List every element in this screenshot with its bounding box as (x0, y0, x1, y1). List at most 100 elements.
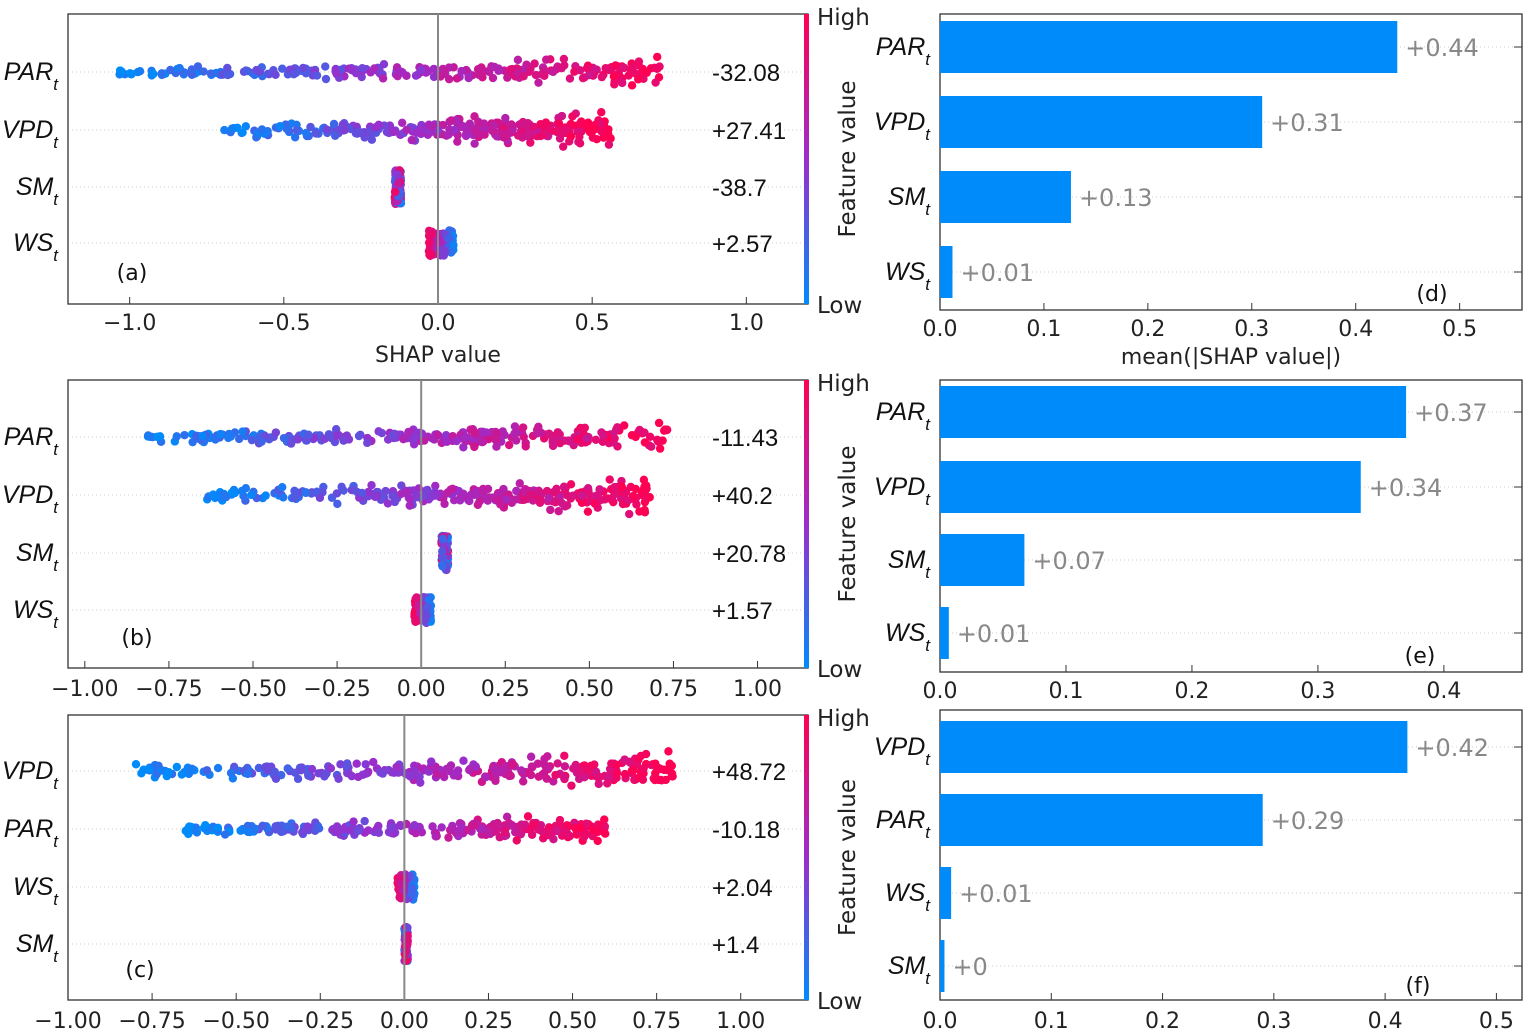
panel-c: −1.00 −0.75 −0.50 −0.25 0.00 0.25 0.50 0.75 1.00… (2, 706, 870, 1034)
feature-label: WSt (13, 873, 59, 909)
shap-point (453, 137, 462, 146)
shap-point (374, 120, 383, 130)
shap-point (561, 127, 570, 136)
shap-point (404, 427, 413, 437)
x-tick-label: 0.1 (1048, 679, 1083, 704)
x-tick-label: −1.0 (103, 311, 156, 336)
shap-point (465, 765, 474, 775)
shap-point (557, 111, 567, 121)
shap-point (270, 767, 279, 776)
x-tick-label: −0.75 (118, 1009, 185, 1034)
shap-point (411, 432, 421, 441)
x-tick-label: 0.25 (481, 677, 530, 702)
shap-point (292, 126, 302, 135)
shap-point (455, 496, 465, 505)
shap-point (625, 509, 634, 519)
feature-name: VPD (2, 757, 53, 785)
shap-point (201, 820, 210, 830)
bar-value-label: +0 (952, 953, 987, 981)
shap-point (430, 490, 440, 499)
shap-point (433, 430, 442, 440)
x-tick-label: 0.75 (649, 677, 698, 702)
shap-point (552, 484, 561, 494)
shap-point (423, 485, 432, 495)
feature-subscript: t (925, 490, 931, 509)
shap-point (534, 488, 544, 497)
shap-point (425, 595, 434, 604)
shap-point (551, 770, 560, 780)
feature-subscript: t (53, 556, 59, 575)
shap-point (411, 71, 421, 80)
shap-point (369, 757, 378, 767)
shap-point (396, 820, 405, 830)
shap-point (573, 435, 582, 444)
shap-point (512, 68, 522, 77)
shap-point (397, 118, 407, 128)
shap-point (469, 821, 478, 830)
shap-point (652, 64, 662, 73)
feature-label: SMt (888, 546, 932, 582)
shap-point (321, 62, 330, 71)
feature-label: WSt (885, 879, 931, 915)
plot-frame (939, 379, 1523, 673)
shap-point (501, 495, 511, 504)
shap-point (574, 774, 584, 784)
shap-point (610, 482, 619, 492)
shap-point (605, 475, 614, 484)
feature-label: PARt (876, 806, 932, 842)
shap-point (639, 475, 649, 485)
feature-annotation: +20.78 (712, 541, 786, 568)
shap-point (465, 496, 474, 506)
shap-point (290, 133, 300, 142)
shap-point (575, 823, 585, 833)
shap-point (470, 112, 479, 121)
shap-point (394, 178, 403, 187)
shap-point (591, 435, 601, 444)
shap-point (383, 499, 393, 508)
shap-point (459, 489, 468, 499)
shap-point (517, 766, 526, 775)
feature-name: PAR (4, 58, 54, 86)
shap-point (554, 119, 564, 128)
shap-point (347, 771, 357, 781)
feature-label: SMt (16, 930, 60, 966)
shap-point (483, 828, 493, 837)
feature-subscript: t (925, 415, 931, 434)
shap-point (312, 71, 322, 80)
bar (940, 534, 1025, 586)
shap-point (332, 822, 342, 831)
shap-point (562, 821, 572, 830)
shap-point (460, 433, 469, 442)
shap-point (250, 824, 260, 833)
shap-point (352, 759, 361, 768)
shap-point (555, 134, 565, 143)
shap-point (227, 124, 237, 133)
shap-point (298, 63, 308, 73)
shap-point (594, 779, 603, 789)
shap-point (510, 429, 519, 438)
shap-point (402, 125, 411, 135)
shap-point (157, 69, 167, 79)
shap-point (366, 68, 375, 77)
shap-point (442, 764, 451, 774)
feature-label: VPDt (2, 481, 59, 517)
shap-point (566, 131, 575, 141)
shap-point (620, 769, 630, 779)
feature-annotation: +2.57 (712, 231, 773, 258)
feature-subscript: t (925, 969, 931, 988)
shap-point (515, 120, 524, 129)
x-tick-label: 0.4 (1368, 1009, 1403, 1034)
shap-point (243, 66, 252, 76)
shap-point (382, 127, 392, 137)
x-tick-label: −1.00 (51, 677, 118, 702)
shap-point (416, 778, 425, 787)
shap-point (278, 482, 287, 492)
shap-point (364, 487, 373, 497)
shap-point (533, 759, 542, 768)
shap-point (481, 772, 490, 782)
shap-point (271, 774, 281, 784)
shap-point (405, 494, 415, 504)
shap-point (354, 431, 364, 441)
